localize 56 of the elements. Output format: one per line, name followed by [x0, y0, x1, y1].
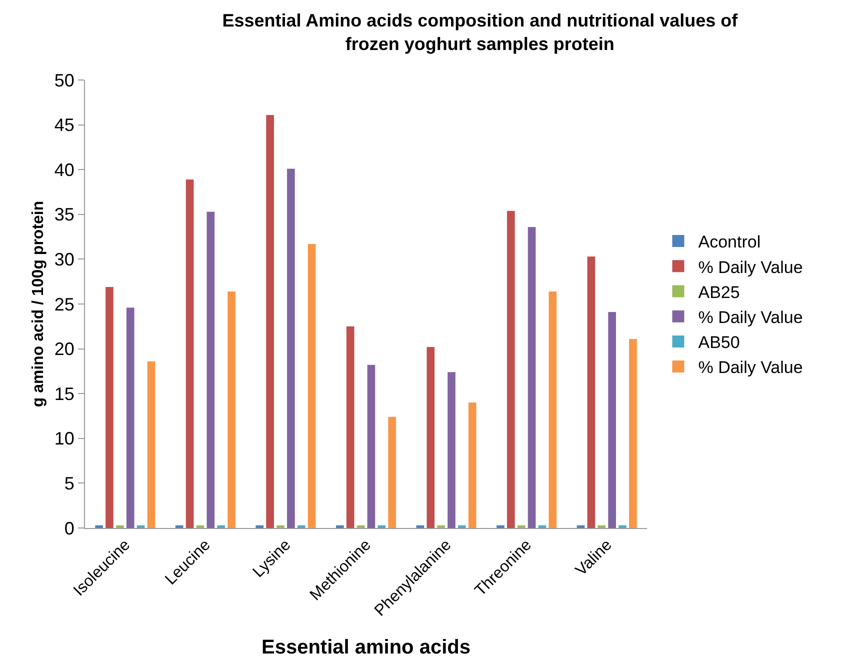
bar: [147, 361, 156, 528]
bar: [116, 525, 124, 528]
bar: [548, 291, 557, 528]
bar: [206, 212, 215, 528]
bar: [598, 525, 606, 528]
bar: [587, 256, 596, 528]
y-tick-label: 40: [54, 160, 74, 180]
bar: [458, 525, 466, 528]
bar: [388, 416, 396, 528]
y-tick-label: 0: [64, 518, 74, 538]
bar: [276, 525, 284, 528]
x-axis-title: Essential amino acids: [262, 636, 470, 658]
bar: [426, 347, 435, 528]
bar: [507, 210, 515, 528]
bar: [175, 525, 184, 528]
bar: [228, 291, 236, 528]
bar: [297, 525, 306, 528]
bar: [629, 338, 637, 528]
bar: [517, 525, 526, 528]
y-axis-title: g amino acid / 100g protein: [30, 200, 47, 408]
bar: [528, 226, 536, 528]
bar: [308, 244, 316, 528]
bar: [95, 525, 103, 528]
legend-label: AB50: [698, 333, 740, 352]
y-tick-label: 15: [54, 384, 74, 404]
y-tick-label: 50: [54, 70, 74, 90]
bar: [448, 372, 456, 528]
legend-label: Acontrol: [698, 232, 761, 252]
y-tick-label: 35: [54, 204, 74, 225]
legend-label: % Daily Value: [698, 358, 803, 378]
bar: [437, 525, 445, 528]
chart-title: Essential Amino acids composition and nutritional values of frozen yoghurt samples protein: [222, 10, 739, 54]
bar: [468, 402, 476, 528]
bar: [287, 168, 295, 528]
y-tick-label: 20: [54, 339, 74, 360]
bar: [106, 286, 114, 528]
bar: [336, 525, 344, 528]
bar: [346, 326, 354, 528]
bar: [618, 525, 626, 528]
bar: [378, 525, 386, 528]
legend-label: % Daily Value: [698, 258, 803, 277]
y-tick-label: 30: [54, 250, 74, 270]
bar: [266, 114, 274, 528]
bar: [217, 525, 225, 528]
bar: [256, 525, 264, 528]
bar: [126, 308, 134, 528]
bar: [608, 312, 616, 528]
y-tick-label: 10: [54, 428, 74, 449]
bar: [496, 525, 504, 528]
y-tick-label: 25: [54, 294, 74, 314]
legend-label: AB25: [698, 282, 740, 302]
bar: [186, 179, 194, 528]
bar: [367, 364, 376, 528]
legend-label: % Daily Value: [698, 308, 803, 327]
y-tick-label: 5: [64, 474, 74, 494]
y-tick-label: 45: [54, 115, 74, 136]
